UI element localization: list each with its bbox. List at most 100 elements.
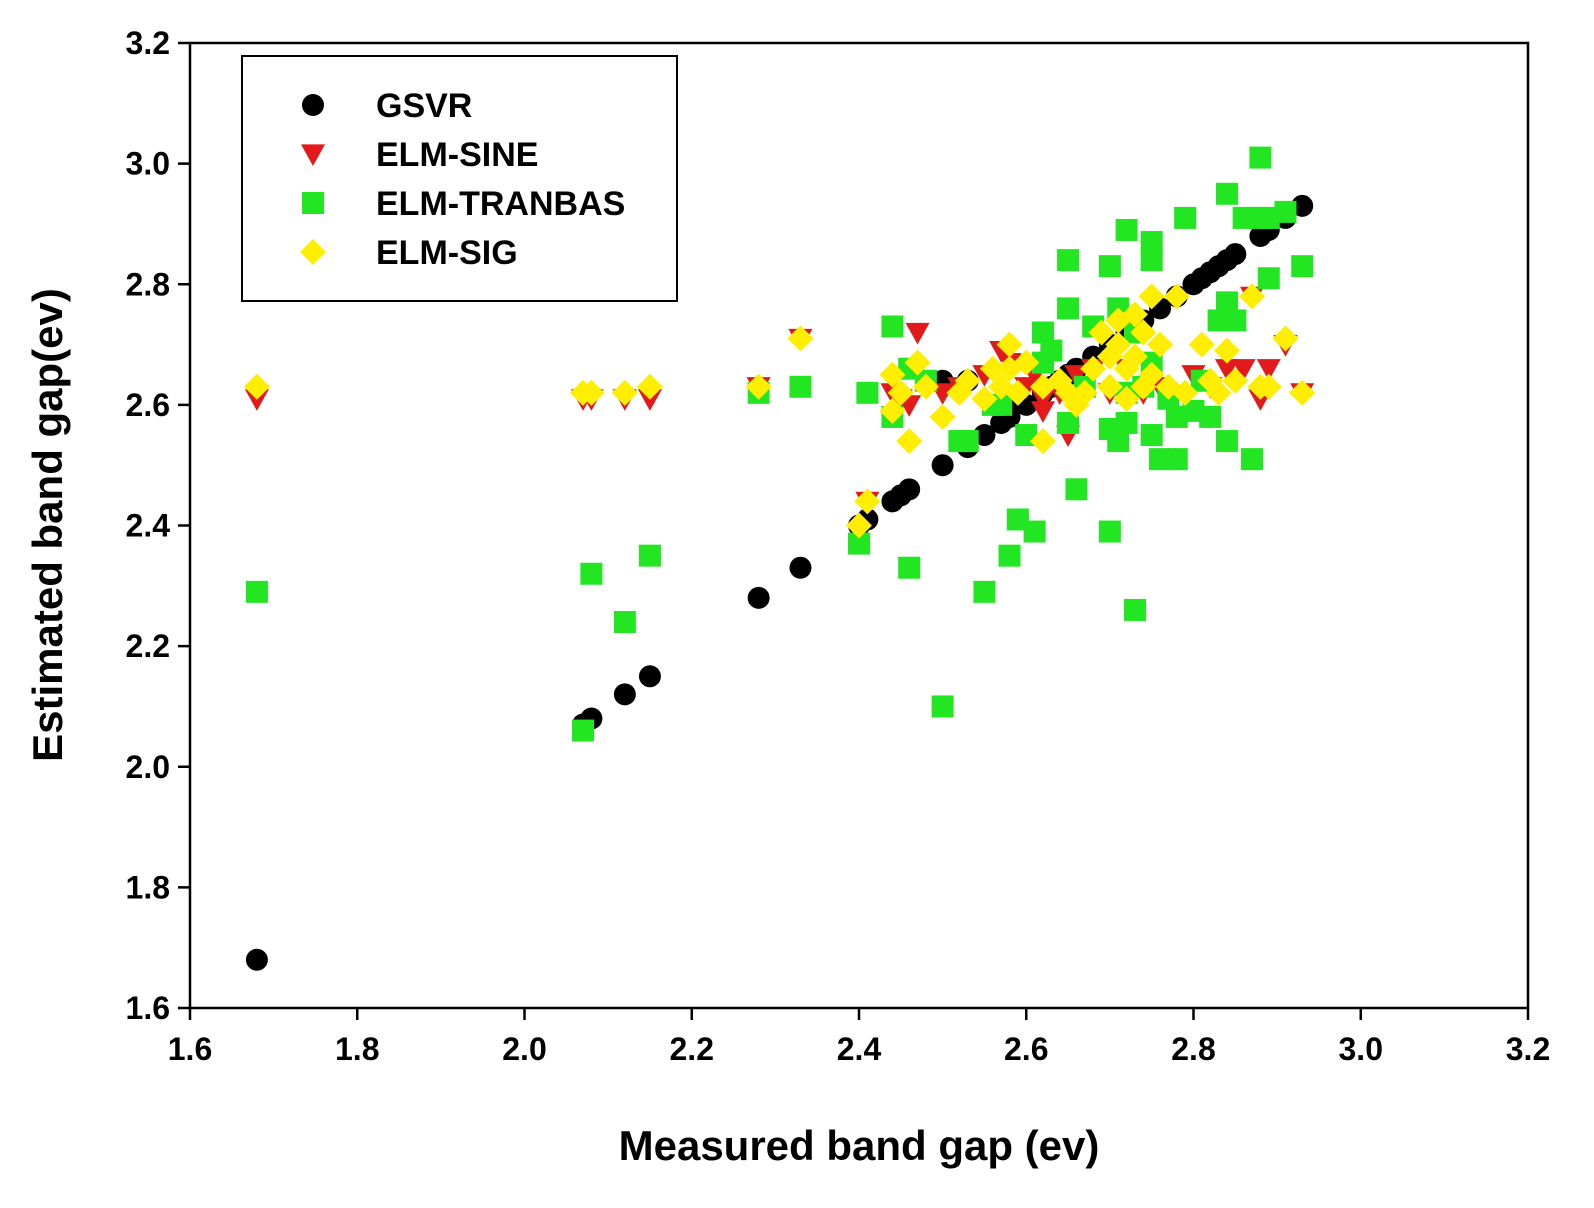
data-point xyxy=(1224,243,1247,266)
data-point xyxy=(1140,231,1163,254)
y-tick-label: 1.8 xyxy=(126,869,170,905)
data-point xyxy=(613,611,636,633)
legend-marker-elm-sig xyxy=(300,239,326,265)
data-point xyxy=(1165,448,1188,471)
data-point xyxy=(979,355,1006,382)
data-point xyxy=(1140,424,1163,447)
y-tick-label: 3.2 xyxy=(126,25,170,61)
data-point xyxy=(1115,218,1138,241)
data-point xyxy=(245,948,268,971)
data-point xyxy=(896,428,923,455)
data-point xyxy=(1188,331,1215,358)
data-point xyxy=(931,454,954,477)
data-point xyxy=(1215,182,1238,205)
data-point xyxy=(931,695,954,718)
data-point xyxy=(1107,430,1130,453)
data-point xyxy=(637,389,662,411)
data-point xyxy=(1289,379,1316,406)
data-point xyxy=(611,379,638,406)
data-point xyxy=(1057,411,1080,434)
data-point xyxy=(1182,399,1205,422)
data-point xyxy=(1113,385,1140,412)
data-point xyxy=(898,478,921,501)
data-point xyxy=(1080,355,1107,382)
data-point xyxy=(1256,359,1281,381)
data-point xyxy=(243,373,270,400)
legend-marker-elm-tranbas xyxy=(302,192,324,214)
data-point xyxy=(973,424,996,447)
data-point xyxy=(1071,379,1098,406)
data-point xyxy=(1214,359,1239,381)
x-axis-ticks: 1.6 1.8 2.0 2.2 2.4 2.6 2.8 3.0 3.2 xyxy=(168,1008,1550,1067)
legend-label: ELM-SINE xyxy=(376,136,538,174)
x-tick-label: 2.0 xyxy=(502,1031,546,1067)
x-axis-title: Measured band gap (ev) xyxy=(619,1122,1100,1169)
y-axis-title: Estimated band gap(ev) xyxy=(24,288,71,762)
data-point xyxy=(879,361,906,388)
y-tick-label: 1.6 xyxy=(126,990,170,1026)
data-point xyxy=(1272,325,1299,352)
data-point xyxy=(1149,448,1172,471)
data-point xyxy=(973,580,996,603)
data-point xyxy=(789,375,812,398)
data-point xyxy=(1098,520,1121,543)
data-point xyxy=(578,379,605,406)
data-point xyxy=(1249,146,1272,169)
data-point xyxy=(1222,367,1249,394)
data-point xyxy=(1257,206,1280,229)
data-point xyxy=(1040,339,1063,362)
data-point xyxy=(846,512,872,539)
data-point xyxy=(956,430,979,453)
data-point xyxy=(1031,321,1054,344)
data-point xyxy=(881,315,904,338)
x-tick-label: 3.0 xyxy=(1339,1031,1383,1067)
data-point xyxy=(613,683,636,706)
data-point xyxy=(747,586,770,609)
data-point xyxy=(1138,361,1165,388)
data-point xyxy=(244,389,269,411)
data-point xyxy=(245,580,268,603)
data-point xyxy=(1224,309,1247,332)
data-point xyxy=(1207,309,1230,332)
data-point xyxy=(912,373,939,400)
data-point xyxy=(1239,283,1266,310)
data-point xyxy=(1030,389,1055,411)
data-point xyxy=(1006,508,1029,531)
x-tick-label: 2.6 xyxy=(1004,1031,1048,1067)
x-tick-label: 3.2 xyxy=(1506,1031,1550,1067)
data-point xyxy=(638,544,661,567)
data-point xyxy=(1140,249,1163,272)
data-point xyxy=(1004,379,1031,406)
y-tick-label: 2.2 xyxy=(126,628,170,664)
legend-marker-elm-sine xyxy=(301,144,325,166)
legend-label: GSVR xyxy=(376,87,472,125)
legend: GSVR ELM-SINE ELM-TRANBAS ELM-SIG xyxy=(241,55,678,302)
data-point xyxy=(1123,598,1146,621)
y-tick-label: 2.8 xyxy=(126,266,170,302)
legend-label: ELM-TRANBAS xyxy=(376,185,625,223)
x-tick-label: 2.2 xyxy=(670,1031,714,1067)
data-point xyxy=(1147,331,1174,358)
legend-marker-gsvr xyxy=(302,94,324,116)
data-point xyxy=(1115,411,1138,434)
data-point xyxy=(580,562,603,585)
data-point xyxy=(879,397,906,424)
x-tick-label: 2.8 xyxy=(1171,1031,1215,1067)
data-point xyxy=(848,532,870,555)
x-tick-label: 2.4 xyxy=(837,1031,882,1067)
data-point xyxy=(1241,448,1264,471)
data-point xyxy=(1291,255,1314,278)
legend-label: ELM-SIG xyxy=(376,234,518,272)
series-elm-sig xyxy=(243,283,1316,539)
data-point xyxy=(1029,428,1056,455)
data-point xyxy=(998,544,1021,567)
data-point xyxy=(1232,206,1255,229)
data-point xyxy=(856,381,879,404)
data-point xyxy=(1096,373,1123,400)
data-points xyxy=(243,146,1316,971)
data-point xyxy=(1291,194,1314,217)
data-point xyxy=(854,488,881,515)
data-point xyxy=(1213,337,1240,364)
data-point xyxy=(1205,379,1232,406)
